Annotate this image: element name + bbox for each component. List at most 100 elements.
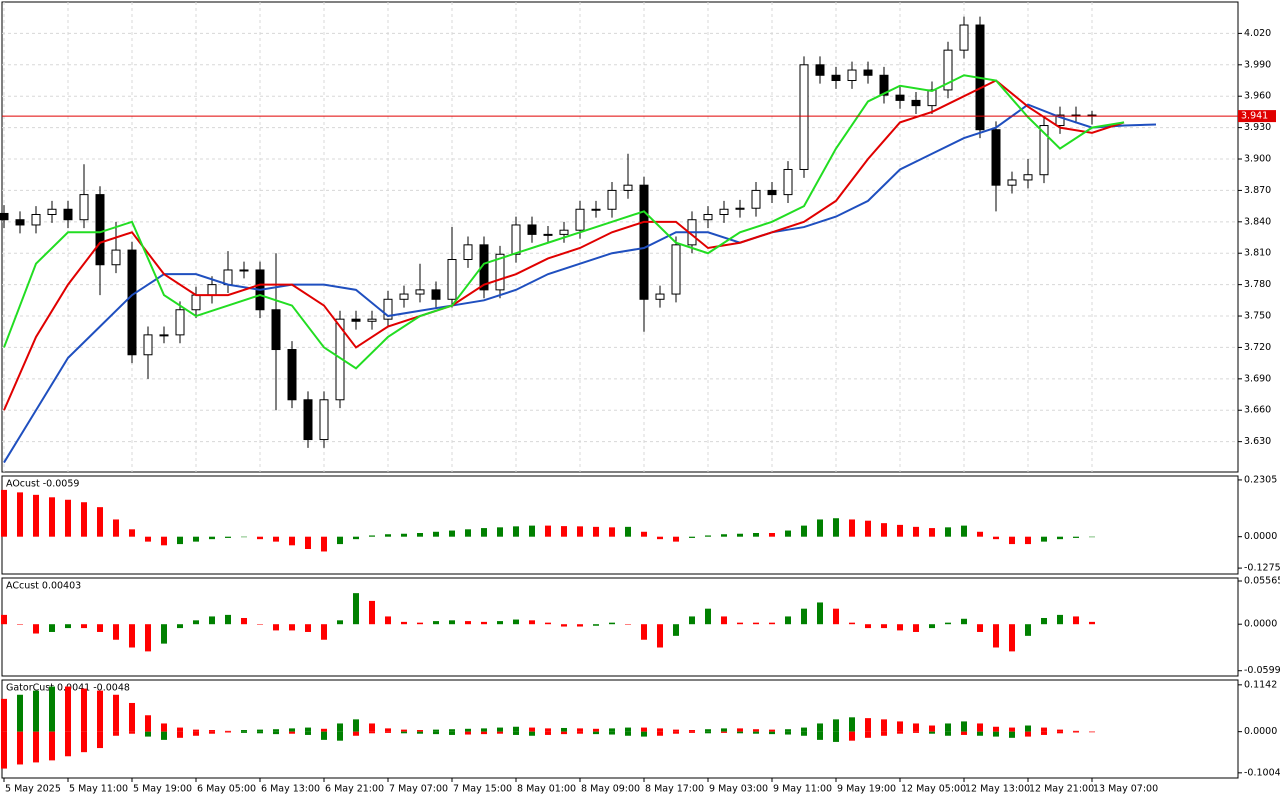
gator-lower-bar (689, 731, 695, 733)
candle-body (559, 229, 569, 235)
candle-body (943, 49, 953, 91)
histogram-bar (177, 624, 183, 629)
candle-body (1055, 114, 1065, 127)
histogram-bar (897, 524, 903, 537)
candle-body (287, 349, 297, 401)
indicator-title: ACcust 0.00403 (6, 581, 81, 592)
candle-body (671, 244, 681, 295)
y-tick-label: 3.870 (1244, 185, 1271, 196)
gator-lower-bar (865, 731, 871, 738)
gator-lower-bar (497, 731, 503, 734)
histogram-bar (225, 614, 231, 625)
histogram-bar (545, 525, 551, 537)
moving-average-line (3, 74, 1125, 370)
candle-body (1023, 174, 1033, 181)
y-tick-label: 3.720 (1244, 342, 1271, 353)
histogram-bar (145, 624, 151, 652)
histogram-bar (529, 620, 535, 625)
histogram-bar (481, 621, 487, 625)
histogram-bar (449, 620, 455, 625)
histogram-bar (1073, 616, 1079, 625)
gator-upper-bar (417, 730, 423, 732)
histogram-bar (433, 531, 439, 537)
histogram-bar (289, 624, 295, 631)
gator-upper-bar (865, 718, 871, 732)
gator-lower-bar (129, 731, 135, 734)
gator-upper-bar (561, 727, 567, 732)
histogram-bar (945, 622, 951, 625)
candle-body (271, 309, 281, 351)
histogram-bar (593, 624, 599, 626)
candle-body (895, 94, 905, 101)
gator-lower-bar (625, 731, 631, 736)
gator-upper-bar (897, 721, 903, 732)
candle-body (527, 224, 537, 235)
gator-upper-bar (993, 726, 999, 732)
histogram-bar (49, 624, 55, 632)
candle-body (367, 318, 377, 322)
gator-upper-bar (305, 727, 311, 732)
gator-lower-bar (1, 731, 7, 769)
gator-lower-bar (673, 731, 679, 734)
gator-upper-bar (961, 721, 967, 732)
gator-lower-bar (193, 731, 199, 736)
histogram-bar (1041, 536, 1047, 542)
histogram-bar (497, 527, 503, 537)
gator-upper-bar (593, 728, 599, 732)
histogram-bar (129, 624, 135, 648)
gator-lower-bar (289, 731, 295, 734)
histogram-bar (689, 536, 695, 538)
histogram-bar (193, 620, 199, 625)
y-tick-label: 3.810 (1244, 248, 1271, 259)
gator-lower-bar (529, 731, 535, 736)
histogram-bar (161, 536, 167, 546)
histogram-bar (193, 536, 199, 542)
gator-lower-bar (993, 731, 999, 737)
y-tick-label: 3.630 (1244, 436, 1271, 447)
gator-upper-bar (193, 729, 199, 732)
x-tick-label: 9 May 19:00 (837, 784, 896, 795)
candle-body (1007, 179, 1017, 186)
gator-upper-bar (1057, 729, 1063, 732)
histogram-bar (417, 533, 423, 537)
gator-upper-bar (881, 719, 887, 732)
y-tick-label: 0.0000 (1244, 531, 1277, 542)
gator-lower-bar (209, 731, 215, 734)
gator-upper-bar (497, 727, 503, 732)
gator-upper-bar (353, 719, 359, 732)
gator-upper-bar (1025, 725, 1031, 732)
gator-lower-bar (561, 731, 567, 735)
candle-body (319, 399, 329, 441)
histogram-bar (289, 536, 295, 546)
histogram-bar (609, 622, 615, 625)
x-tick-label: 5 May 2025 (5, 784, 61, 795)
histogram-bar (545, 622, 551, 625)
x-tick-label: 7 May 15:00 (453, 784, 512, 795)
histogram-bar (1025, 624, 1031, 636)
candle-body (463, 244, 473, 261)
gator-upper-bar (785, 729, 791, 732)
histogram-bar (561, 624, 567, 627)
y-tick-label: 3.990 (1244, 59, 1271, 70)
histogram-bar (145, 536, 151, 542)
candle-body (175, 309, 185, 336)
y-tick-label: -0.1275 (1244, 563, 1280, 574)
histogram-bar (801, 608, 807, 625)
histogram-bar (465, 621, 471, 625)
histogram-bar (1089, 621, 1095, 625)
y-tick-label: 0.0000 (1244, 619, 1277, 630)
candle-body (655, 293, 665, 300)
histogram-bar (97, 624, 103, 632)
gator-upper-bar (977, 723, 983, 732)
gator-lower-bar (401, 731, 407, 734)
gator-lower-bar (849, 731, 855, 741)
histogram-bar (1041, 617, 1047, 625)
gator-upper-bar (609, 728, 615, 732)
gator-lower-bar (609, 731, 615, 735)
y-tick-label: -0.1004 (1244, 767, 1280, 778)
histogram-bar (753, 622, 759, 625)
candle-body (751, 189, 761, 209)
histogram-bar (81, 624, 87, 629)
gator-lower-bar (321, 731, 327, 740)
histogram-bar (593, 526, 599, 537)
